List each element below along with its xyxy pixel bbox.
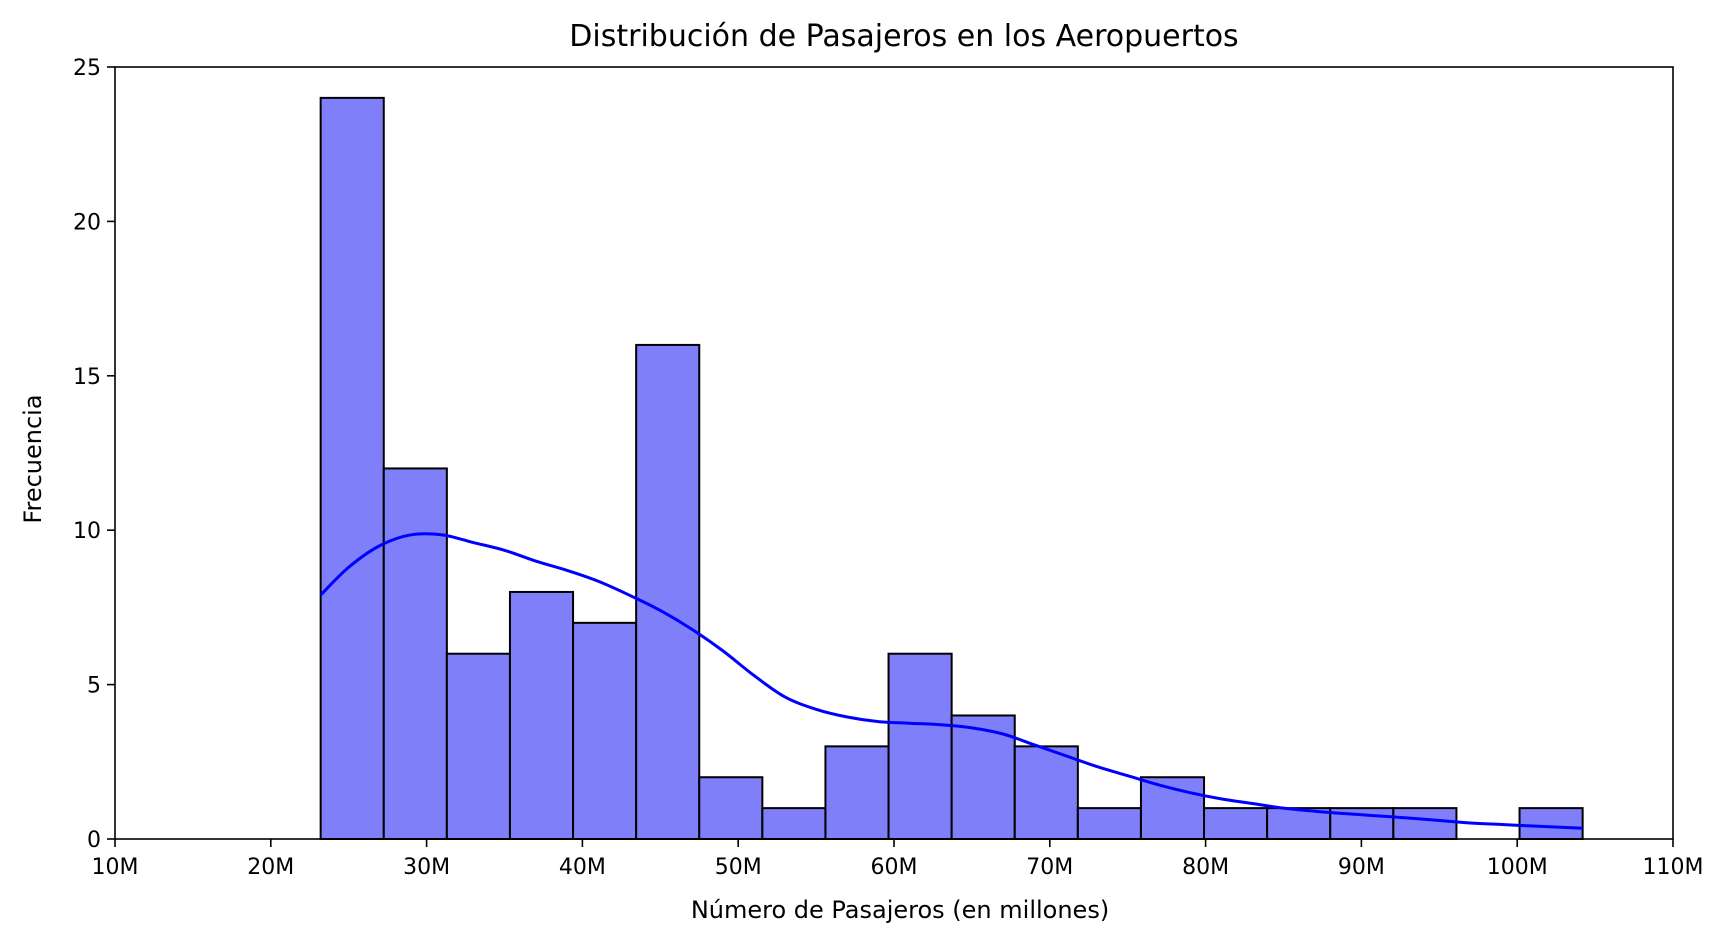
y-tick-label: 10	[73, 519, 101, 544]
x-tick-label: 10M	[92, 855, 139, 880]
x-tick-label: 20M	[247, 855, 294, 880]
histogram-bar	[1518, 807, 1584, 840]
histogram-bar	[1013, 745, 1079, 840]
x-tick-label: 50M	[715, 855, 762, 880]
y-tick-label: 20	[73, 210, 101, 235]
y-axis-label: Frecuencia	[19, 394, 47, 523]
histogram-bar	[319, 96, 385, 840]
x-tick-label: 70M	[1026, 855, 1073, 880]
chart-title: Distribución de Pasajeros en los Aeropue…	[569, 19, 1238, 54]
y-tick-label: 5	[87, 674, 101, 699]
x-axis: 10M 20M 30M 40M 50M 60M 70M 80M 90M 100M 110M	[92, 839, 1704, 880]
histogram-bar	[761, 807, 827, 840]
histogram-bar	[1139, 776, 1206, 840]
x-tick-label: 80M	[1182, 855, 1229, 880]
histogram-bar	[1076, 807, 1142, 840]
histogram-bar	[1203, 807, 1269, 840]
x-tick-label: 110M	[1643, 855, 1704, 880]
histogram-bar	[572, 621, 638, 841]
y-tick-label: 0	[87, 828, 101, 853]
histogram-bar	[1392, 807, 1458, 840]
kde-line	[319, 532, 1583, 830]
histogram-bar	[824, 745, 890, 840]
x-tick-label: 40M	[559, 855, 606, 880]
histogram-bar	[508, 590, 575, 841]
histogram-bar	[635, 343, 701, 840]
x-tick-label: 90M	[1338, 855, 1385, 880]
x-tick-label: 60M	[871, 855, 918, 880]
x-tick-label: 100M	[1487, 855, 1548, 880]
y-tick-label: 15	[73, 365, 101, 390]
histogram-bar	[445, 652, 511, 840]
x-axis-label: Número de Pasajeros (en millones)	[691, 896, 1109, 924]
kde-layer	[319, 532, 1583, 830]
histogram-bars	[319, 96, 1584, 841]
histogram-bar	[698, 776, 764, 840]
y-axis: 0 5 10 15 20 25	[73, 56, 115, 853]
histogram-bar	[950, 714, 1016, 840]
histogram-bar	[887, 652, 953, 840]
histogram-bar	[382, 467, 448, 840]
y-tick-label: 25	[73, 56, 101, 81]
x-tick-label: 30M	[403, 855, 450, 880]
